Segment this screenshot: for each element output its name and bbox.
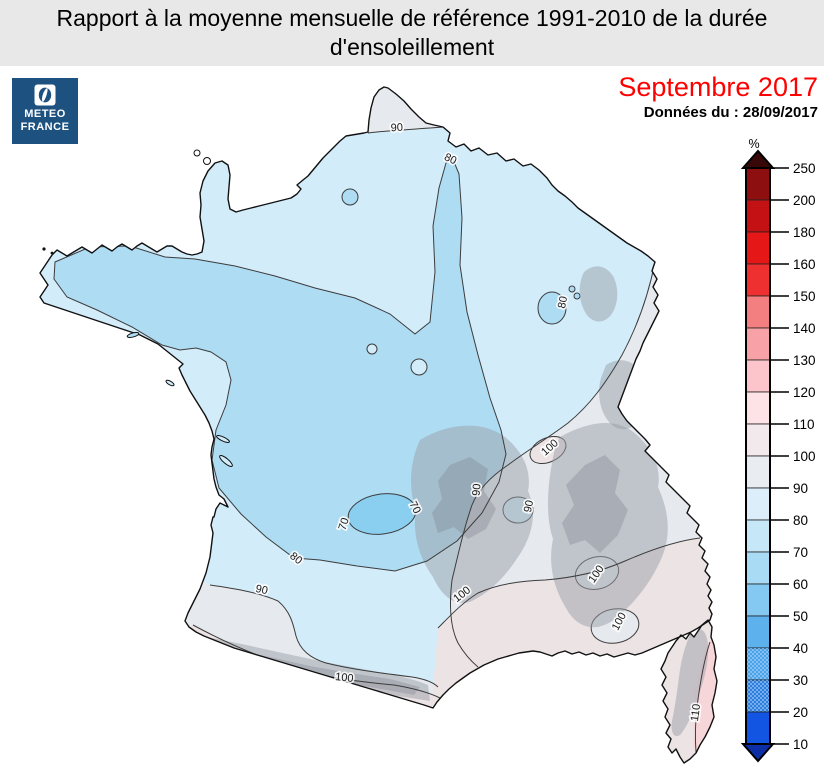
page-title-line2: d'ensoleillement	[329, 34, 495, 60]
islet-noirmoutier	[165, 379, 175, 387]
legend-band-80-90	[745, 487, 771, 521]
contour-80-band	[53, 156, 507, 572]
islet-oleron	[219, 455, 233, 467]
legend-unit-label: %	[748, 137, 759, 151]
legend-tick-label: 50	[793, 609, 808, 624]
legend-tick-label: 140	[793, 321, 816, 336]
legend-tick-label: 250	[793, 161, 816, 176]
legend-tick-label: 150	[793, 289, 816, 304]
corsica-coastline	[660, 619, 718, 764]
legend-band-10-20	[745, 711, 771, 745]
legend-band-100-110	[745, 423, 771, 457]
data-date-label: Données du : 28/09/2017	[643, 104, 818, 121]
legend-arrow-below-min	[740, 743, 776, 763]
legend-tick-label: 60	[793, 577, 808, 592]
region-90-100-north	[366, 88, 443, 133]
france-coastline	[39, 86, 713, 709]
legend-tick-label: 110	[793, 417, 815, 432]
legend-tick-label: 200	[793, 193, 816, 208]
legend-band-40-50	[745, 615, 771, 649]
contour-90-east	[449, 261, 656, 668]
legend-band-50-60	[745, 583, 771, 617]
legend-band-130-140	[745, 327, 771, 361]
islet-breton-a	[42, 247, 46, 251]
legend-tick-label: 100	[793, 449, 816, 464]
legend-tick-label: 30	[793, 673, 808, 688]
contour-label-80: 80	[556, 295, 570, 309]
relief-corsica	[671, 628, 709, 737]
legend-band-60-70	[745, 551, 771, 585]
relief-alps-core	[562, 455, 628, 553]
contour-label-70: 70	[337, 516, 352, 531]
legend-tick-label: 120	[793, 385, 816, 400]
contour-90-north	[367, 126, 444, 134]
legend-band-dots-30-40	[746, 648, 770, 680]
month-label: Septembre 2017	[618, 72, 818, 102]
legend-tick-label: 70	[793, 545, 808, 560]
mainland-fill-regions	[40, 87, 712, 708]
contour-label-90: 90	[390, 122, 403, 135]
legend-band-110-120	[745, 391, 771, 425]
contour-label-90: 90	[471, 483, 484, 496]
legend-band-120-130	[745, 359, 771, 393]
legend-tick-label: 90	[793, 481, 808, 496]
contour-100-southeast	[437, 537, 701, 629]
legend-tick-label: 40	[793, 641, 808, 656]
closed-contour-80-north	[341, 188, 359, 206]
legend-band-70-80	[745, 519, 771, 553]
legend-tick-label: 180	[793, 225, 816, 240]
closed-contour-80-nancy	[537, 291, 567, 325]
closed-contour-tiny-b	[573, 292, 581, 300]
legend-tick-label: 130	[793, 353, 816, 368]
relief-alps	[547, 423, 668, 628]
relief-vosges	[579, 266, 618, 322]
contour-label-110: 110	[689, 703, 703, 722]
color-scale-legend: 250 200 180 160 150 140 130 120 110 100 90 80 70 60 50…	[740, 137, 816, 763]
islet-channel-b	[203, 157, 211, 165]
closed-contour-tiny-a	[568, 285, 576, 293]
logo-text-meteo: METEO	[24, 108, 66, 120]
legend-band-200-250	[745, 167, 771, 201]
islet-channel-a	[193, 149, 201, 157]
relief-pyrenees	[192, 635, 430, 701]
legend-band-150-160	[745, 263, 771, 297]
legend-band-dots-20-30	[746, 680, 770, 712]
islet-breton-b	[50, 251, 54, 255]
islet-re	[216, 435, 230, 443]
page-title: Rapport à la moyenne mensuelle de référe…	[0, 0, 824, 66]
closed-contour-light-a	[366, 343, 378, 355]
meteo-france-logo: METEO FRANCE	[12, 78, 78, 144]
legend-band-90-100	[745, 455, 771, 489]
contour-label-90: 90	[254, 583, 268, 597]
closed-contour-light-b	[410, 358, 428, 376]
legend-arrow-above-max	[740, 149, 776, 169]
contour-90-southwest	[209, 584, 439, 688]
region-70-80-band	[54, 157, 506, 571]
meteo-france-icon	[34, 84, 56, 106]
islet-belle-ile	[126, 332, 140, 338]
legend-tick-label: 160	[793, 257, 816, 272]
page-title-line1: Rapport à la moyenne mensuelle de référe…	[56, 5, 768, 31]
legend-tick-label: 10	[793, 737, 808, 752]
legend-tick-label: 20	[793, 705, 808, 720]
islets	[42, 149, 233, 467]
relief-massif-central-core	[432, 457, 496, 539]
logo-text-france: FRANCE	[20, 121, 70, 133]
contour-label-90: 90	[522, 499, 536, 513]
legend-band-180-200	[745, 199, 771, 233]
legend-tick-label: 80	[793, 513, 808, 528]
legend-band-160-180	[745, 231, 771, 265]
legend-band-140-150	[745, 295, 771, 329]
contour-110-corsica	[694, 641, 711, 753]
corsica-110-120-east	[693, 640, 717, 753]
contour-label-100: 100	[335, 671, 355, 685]
